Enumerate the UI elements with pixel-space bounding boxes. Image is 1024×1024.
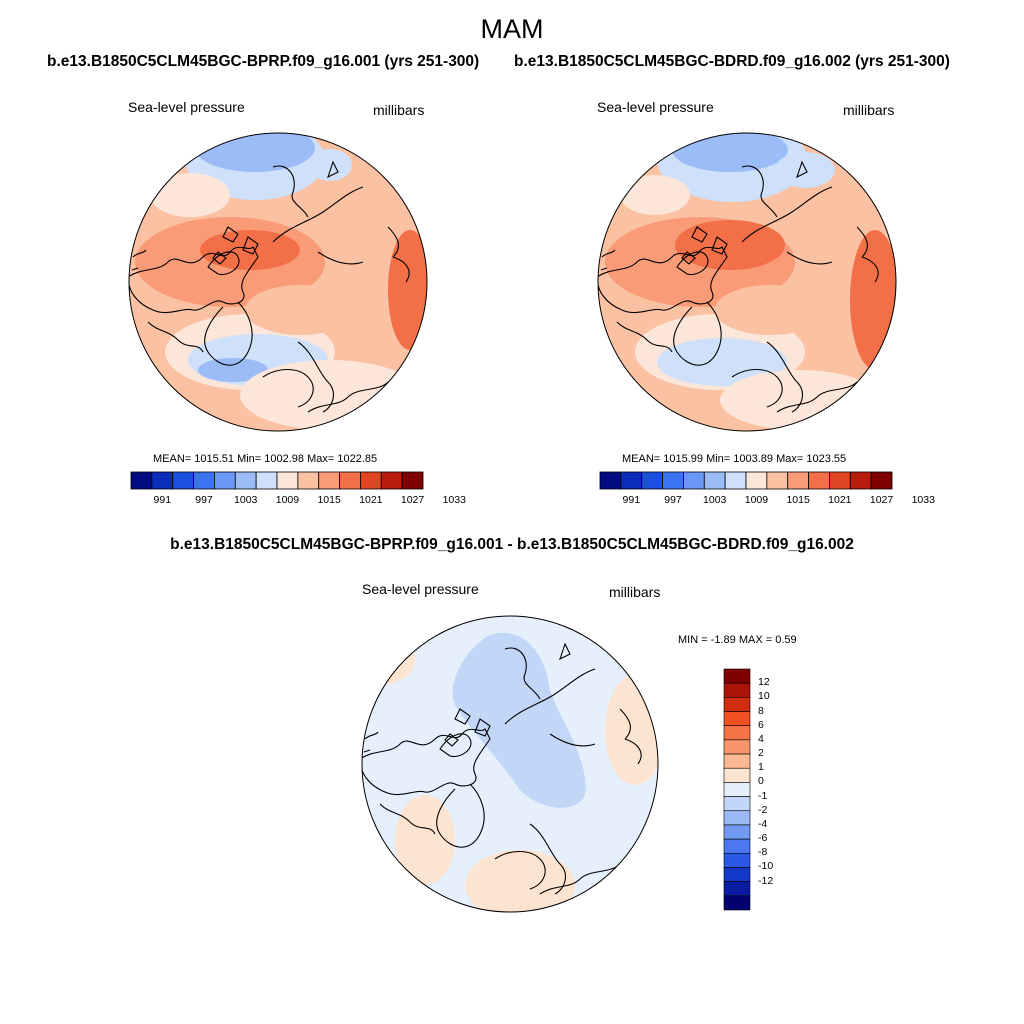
diff-colorbar-tick-label: -4 <box>758 817 768 830</box>
left-colorbar-swatch <box>234 471 257 490</box>
right-colorbar-tick-label: 1027 <box>869 494 894 506</box>
diff-colorbar-swatch <box>723 668 751 684</box>
left-colorbar-tick-label: 1021 <box>359 494 383 506</box>
diff-colorbar-tick-label: 10 <box>758 690 770 703</box>
diff-colorbar-tick-label: 1 <box>758 761 764 774</box>
left-colorbar-swatch <box>276 471 299 490</box>
figure-title: MAM <box>480 14 544 44</box>
diff-units-label: millibars <box>609 584 661 600</box>
diff-map-border <box>361 615 659 913</box>
right-colorbar-swatch <box>766 471 789 490</box>
right-units-label: millibars <box>843 102 895 118</box>
diff-colorbar-swatch <box>723 739 751 755</box>
right-colorbar-swatch <box>703 471 726 490</box>
left-colorbar <box>130 471 424 490</box>
diff-colorbar-tick-label: -2 <box>758 803 768 816</box>
right-colorbar-tick-label: 991 <box>622 494 641 506</box>
left-colorbar-tick-label: 991 <box>153 494 172 506</box>
right-colorbar-swatch <box>787 471 809 490</box>
diff-colorbar-swatch <box>723 810 751 826</box>
right-colorbar-swatch <box>724 471 747 490</box>
right-colorbar-swatch <box>829 471 851 490</box>
diff-colorbar-swatch <box>723 881 751 897</box>
left-colorbar-swatch <box>151 471 174 490</box>
diff-colorbar-swatch <box>723 711 751 727</box>
left-colorbar-swatch <box>401 471 424 490</box>
right-colorbar-swatch <box>641 471 663 490</box>
right-colorbar-tick-label: 1033 <box>911 494 935 506</box>
diff-colorbar-tick-label: 8 <box>758 704 764 717</box>
right-colorbar <box>599 471 893 490</box>
left-colorbar-swatch <box>380 471 403 490</box>
left-colorbar-swatch <box>255 471 278 490</box>
left-colorbar-tick-label: 1027 <box>400 494 425 506</box>
left-colorbar-swatch <box>360 471 382 490</box>
diff-minmax: MIN = -1.89 MAX = 0.59 <box>678 634 797 646</box>
left-variable-label: Sea-level pressure <box>128 99 245 115</box>
left-colorbar-tick-label: 1033 <box>442 494 466 506</box>
difference-title: b.e13.B1850C5CLM45BGC-BPRP.f09_g16.001 -… <box>170 536 854 553</box>
left-colorbar-swatch <box>318 471 340 490</box>
diff-colorbar-tick-label: -1 <box>758 789 768 802</box>
diff-colorbar-swatch <box>723 725 751 741</box>
diff-colorbar-swatch <box>723 796 751 812</box>
diff-colorbar-swatch <box>723 824 751 840</box>
diff-colorbar-swatch <box>723 682 751 698</box>
left-colorbar-tick-label: 1009 <box>275 494 300 506</box>
left-colorbar-swatch <box>193 471 215 490</box>
diff-variable-label: Sea-level pressure <box>362 581 479 597</box>
right-colorbar-tick-label: 1009 <box>744 494 769 506</box>
right-colorbar-swatch <box>849 471 872 490</box>
right-colorbar-tick-label: 1015 <box>786 494 810 506</box>
diff-colorbar-swatch <box>723 767 751 783</box>
left-colorbar-swatch <box>172 471 194 490</box>
diff-colorbar-swatch <box>723 782 751 797</box>
left-colorbar-swatch <box>130 471 153 490</box>
diff-colorbar-swatch <box>723 838 751 854</box>
diff-colorbar-tick-label: 6 <box>758 718 764 731</box>
left-case-title: b.e13.B1850C5CLM45BGC-BPRP.f09_g16.001 (… <box>47 53 480 70</box>
left-colorbar-swatch <box>297 471 320 490</box>
diff-colorbar-swatch <box>723 867 751 882</box>
right-colorbar-swatch <box>620 471 643 490</box>
right-stats: MEAN= 1015.99 Min= 1003.89 Max= 1023.55 <box>622 453 847 465</box>
diff-colorbar-swatch <box>723 697 751 712</box>
diff-colorbar-tick-label: 2 <box>758 747 764 760</box>
diff-colorbar <box>723 668 751 911</box>
left-colorbar-swatch <box>214 471 236 490</box>
left-polar-map <box>129 133 427 431</box>
right-colorbar-swatch <box>808 471 830 490</box>
diff-colorbar-tick-label: -10 <box>758 860 774 873</box>
left-map-border <box>128 132 428 432</box>
right-case-title: b.e13.B1850C5CLM45BGC-BDRD.f09_g16.002 (… <box>514 53 950 70</box>
right-colorbar-swatch <box>745 471 768 490</box>
left-stats: MEAN= 1015.51 Min= 1002.98 Max= 1022.85 <box>153 453 378 465</box>
right-colorbar-swatch <box>599 471 622 490</box>
diff-colorbar-tick-label: -12 <box>758 874 774 887</box>
left-colorbar-tick-label: 1003 <box>234 494 258 506</box>
right-variable-label: Sea-level pressure <box>597 99 714 115</box>
left-units-label: millibars <box>373 102 425 118</box>
diff-colorbar-tick-label: -6 <box>758 832 768 845</box>
right-colorbar-tick-label: 1021 <box>828 494 852 506</box>
diff-colorbar-swatch <box>723 852 751 868</box>
diff-colorbar-tick-label: -8 <box>758 846 768 859</box>
right-map-border <box>597 132 897 432</box>
diff-colorbar-tick-label: 0 <box>758 775 764 788</box>
diff-colorbar-swatch <box>723 753 751 769</box>
left-colorbar-swatch <box>339 471 361 490</box>
left-colorbar-tick-label: 997 <box>195 494 213 506</box>
diff-colorbar-swatch <box>723 895 751 911</box>
right-colorbar-swatch <box>870 471 893 490</box>
right-colorbar-tick-label: 997 <box>664 494 682 506</box>
right-colorbar-tick-label: 1003 <box>703 494 727 506</box>
right-colorbar-swatch <box>683 471 705 490</box>
right-polar-map <box>598 133 896 431</box>
diff-colorbar-tick-label: 12 <box>758 676 770 689</box>
diff-colorbar-tick-label: 4 <box>758 732 764 745</box>
right-colorbar-swatch <box>662 471 684 490</box>
diff-polar-map <box>362 616 658 912</box>
left-colorbar-tick-label: 1015 <box>317 494 341 506</box>
